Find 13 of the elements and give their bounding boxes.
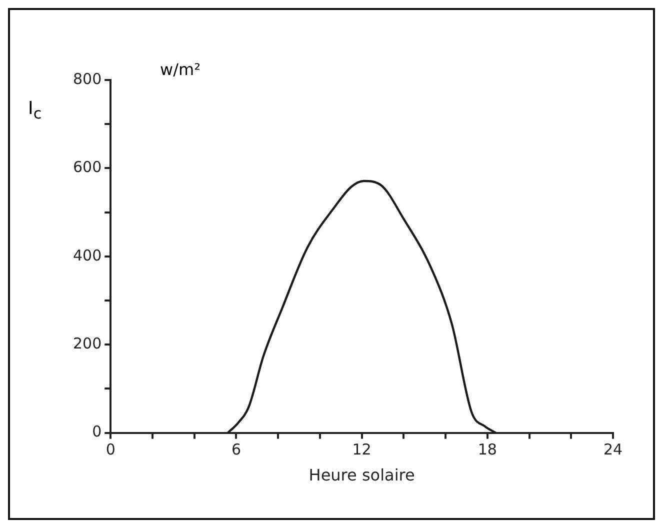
- y-tick-label: 600: [72, 158, 102, 176]
- y-axis-title: I$_{c}$: [28, 98, 42, 123]
- x-tick-label: 6: [231, 440, 241, 459]
- y-tick-label: 200: [72, 334, 102, 352]
- x-tick-label: 12: [352, 440, 372, 459]
- y-tick-label: 800: [72, 70, 102, 88]
- text: w/m²: [160, 60, 200, 79]
- x-tick-label: 18: [478, 440, 497, 459]
- x-axis-title: Heure solaire: [308, 466, 415, 485]
- x-tick-label: 24: [603, 440, 623, 459]
- x-tick-label: 0: [106, 440, 116, 459]
- y-tick-label: 400: [72, 246, 102, 264]
- y-tick-label: 0: [92, 422, 102, 441]
